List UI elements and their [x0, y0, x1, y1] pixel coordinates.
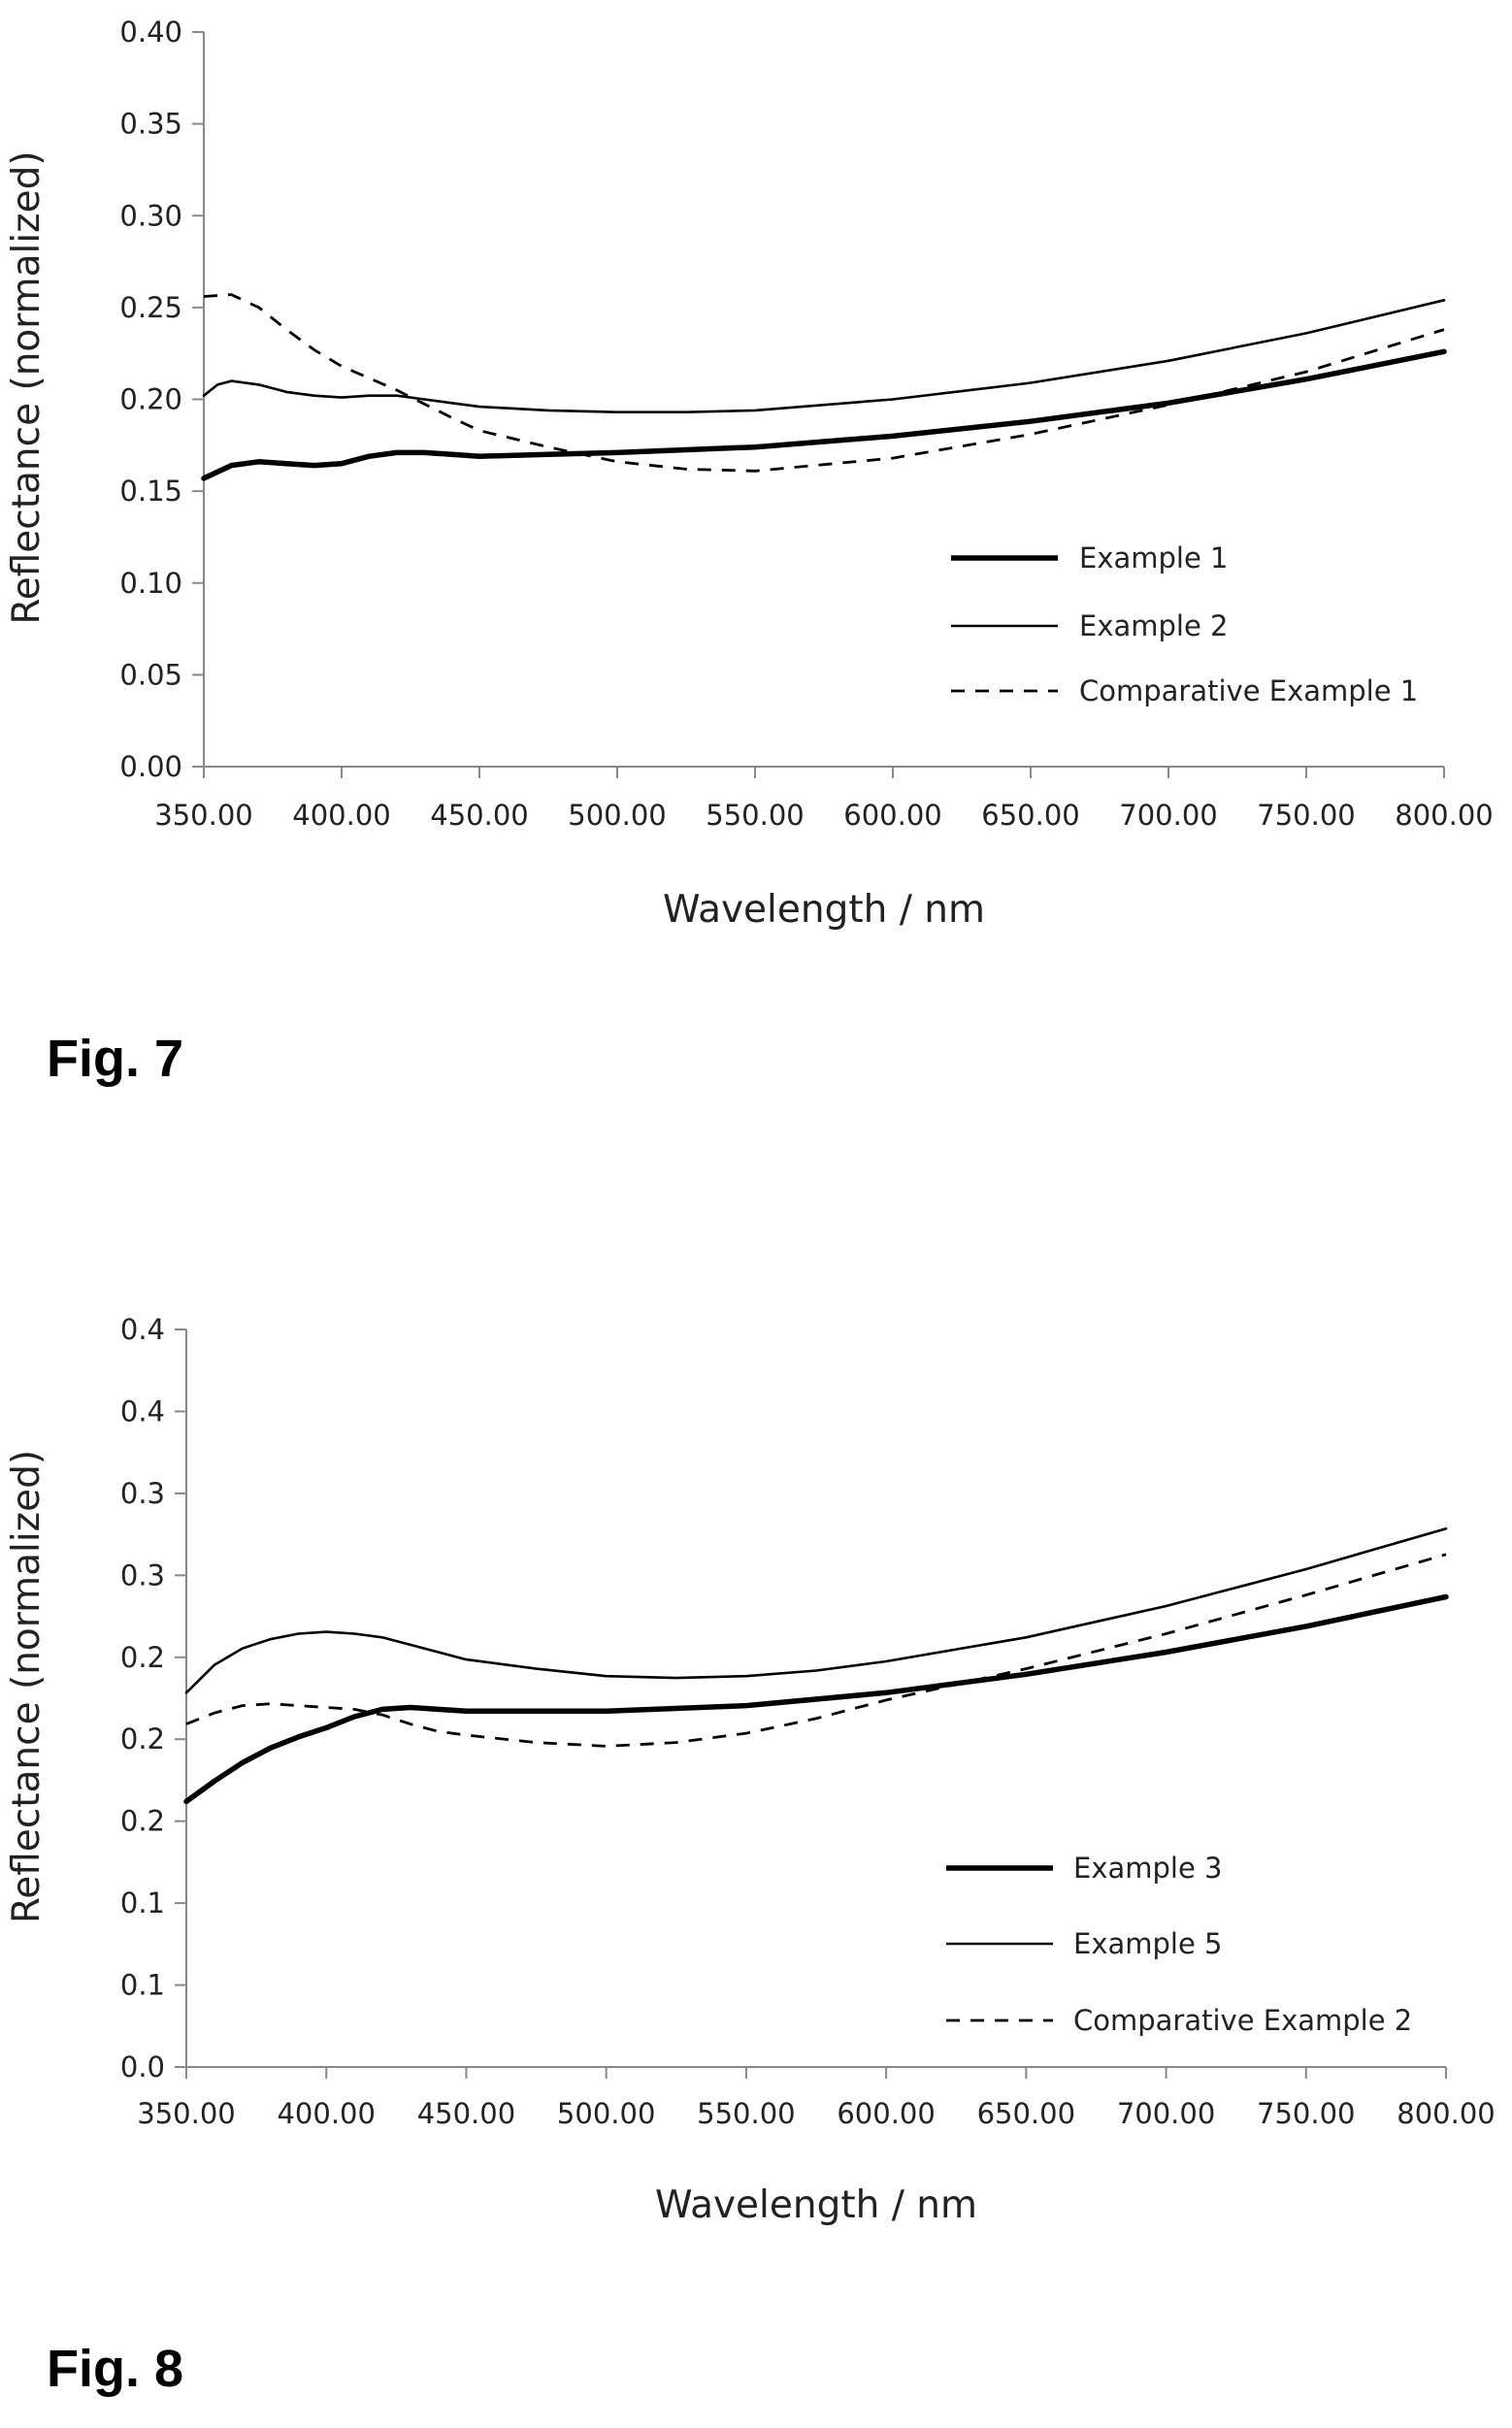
y-tick-label: 0.10 [119, 567, 182, 600]
x-tick-label: 550.00 [706, 799, 804, 832]
x-tick-label: 800.00 [1395, 799, 1493, 832]
y-tick-label: 0.2 [120, 1805, 165, 1838]
figure-label-fig8: Fig. 8 [47, 2340, 184, 2398]
series-line-2 [184, 1526, 1448, 1694]
x-tick-label: 650.00 [977, 2097, 1075, 2130]
y-tick-label: 0.3 [120, 1477, 165, 1510]
x-tick-label: 750.00 [1257, 799, 1355, 832]
series-line-3 [185, 1553, 1447, 1748]
y-tick-label: 0.40 [119, 16, 182, 49]
figure-label-fig7: Fig. 7 [47, 1030, 184, 1088]
y-tick-label: 0.3 [120, 1559, 165, 1591]
y-tick-label: 0.25 [119, 291, 182, 324]
chart-fig8: 0.0 0.1 0.1 0.2 0.2 0.2 0.3 0.3 0.4 0.4 350.00 400.… [5, 1313, 1496, 2227]
x-tick-label: 600.00 [843, 799, 941, 832]
x-tick-label: 450.00 [417, 2097, 515, 2130]
chart-fig7: 0.00 0.05 0.10 0.15 0.20 0.25 0.30 0.35 0.40 350.… [5, 16, 1494, 932]
x-axis-title: Wavelength / nm [655, 2183, 977, 2227]
x-tick-label: 500.00 [557, 2097, 655, 2130]
y-tick-label: 0.00 [119, 750, 182, 783]
x-tick-label: 450.00 [430, 799, 528, 832]
y-tick-label: 0.05 [119, 658, 182, 691]
y-tick-label: 0.2 [120, 1723, 165, 1755]
x-axis-title: Wavelength / nm [663, 888, 985, 932]
x-tick-label: 700.00 [1117, 2097, 1215, 2130]
y-axis-title: Reflectance (normalized) [5, 1450, 49, 1923]
x-tick-label: 600.00 [837, 2097, 935, 2130]
series-line-1 [201, 348, 1447, 481]
x-tick-label: 500.00 [568, 799, 666, 832]
x-tick-label: 350.00 [154, 799, 252, 832]
y-tick-label: 0.1 [120, 1969, 165, 2002]
x-tick-label: 800.00 [1397, 2097, 1495, 2130]
x-tick-label: 350.00 [137, 2097, 235, 2130]
y-tick-label: 0.0 [120, 2051, 165, 2083]
legend-label-2: Example 5 [1073, 1927, 1222, 1960]
x-tick-label: 550.00 [697, 2097, 795, 2130]
y-axis-title: Reflectance (normalized) [5, 150, 49, 624]
y-tick-label: 0.30 [119, 199, 182, 232]
legend-label-2: Example 2 [1079, 609, 1228, 642]
series-line-1 [183, 1593, 1449, 1805]
x-tick-label: 400.00 [292, 799, 390, 832]
y-tick-label: 0.20 [119, 383, 182, 416]
x-tick-label: 700.00 [1119, 799, 1217, 832]
series-line-2 [202, 298, 1446, 414]
legend-label-1: Example 3 [1073, 1852, 1222, 1885]
x-tick-label: 650.00 [981, 799, 1079, 832]
y-tick-label: 0.4 [120, 1394, 165, 1427]
y-tick-label: 0.1 [120, 1887, 165, 1919]
y-tick-label: 0.35 [119, 108, 182, 141]
y-tick-label: 0.15 [119, 475, 182, 508]
legend-label-3: Comparative Example 2 [1073, 2004, 1412, 2037]
x-tick-label: 400.00 [277, 2097, 375, 2130]
legend-label-1: Example 1 [1079, 541, 1228, 574]
y-tick-label: 0.2 [120, 1641, 165, 1674]
y-tick-label: 0.4 [120, 1313, 165, 1346]
legend-label-3: Comparative Example 1 [1079, 674, 1418, 707]
x-tick-label: 750.00 [1257, 2097, 1355, 2130]
series-line-3 [203, 293, 1445, 473]
